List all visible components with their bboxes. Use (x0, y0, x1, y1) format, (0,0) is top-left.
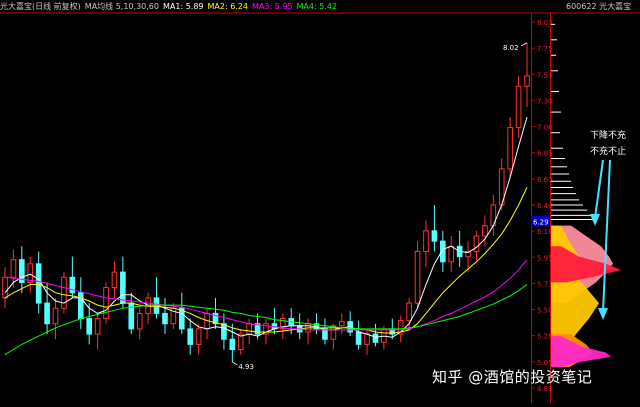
candle-body (465, 250, 471, 258)
candle-body (187, 328, 194, 345)
candle-body (473, 235, 480, 252)
candle-body (524, 75, 530, 87)
price-tick-label: 5.73 (537, 280, 553, 288)
annotation-arrowhead-2 (598, 308, 608, 320)
candle-body (355, 331, 362, 345)
candle-body (439, 240, 446, 263)
ma3-value: MA3: 5.95 (252, 2, 293, 11)
high-pointer (520, 42, 528, 47)
candle-body (221, 323, 227, 340)
stock-title: 光大嘉宝(日线 前复权) (0, 2, 81, 11)
candle-body (330, 325, 337, 340)
annotation-arrow-2 (602, 159, 611, 313)
low-price-label: 4.93 (238, 363, 254, 371)
right-panel-title: 600622 光大嘉宝 (566, 2, 632, 11)
annotation-arrowhead-1 (590, 214, 600, 226)
candle-body (397, 320, 404, 335)
ma-line-ma4 (4, 284, 528, 356)
candle-body (44, 302, 50, 325)
candle-body (338, 321, 345, 327)
candle-body (237, 333, 244, 351)
ma2-value: MA2: 6.24 (207, 2, 249, 11)
price-tick-label: 6.63 (537, 176, 553, 184)
candle-body (120, 271, 126, 304)
ma1-value: MA1: 5.89 (162, 2, 204, 11)
candle-body (254, 323, 261, 335)
price-tick-label: 7.75 (537, 45, 553, 53)
candle-body (94, 318, 101, 335)
candle-body (178, 307, 185, 330)
price-tick-label: 8.03 (537, 19, 553, 27)
price-tick-label: 7.08 (537, 124, 553, 132)
price-tick-label: 7.53 (537, 71, 553, 79)
candle-body (52, 307, 59, 325)
candle-body (19, 259, 25, 283)
candle-body (162, 312, 168, 325)
candle-body (27, 263, 34, 283)
candle-body (103, 287, 109, 320)
candle-body (69, 276, 76, 294)
ma-label: MA均线 5,10,30,60 (84, 2, 159, 11)
candle-body (364, 333, 370, 345)
candle-body (195, 328, 202, 345)
candle-body (77, 292, 84, 320)
chart-header: 光大嘉宝(日线 前复权) MA均线 5,10,30,60 MA1: 5.89 MA2:… (0, 0, 341, 13)
high-price-label: 8.02 (503, 44, 519, 52)
candle-body (448, 245, 455, 263)
annotation-line-1: 下降不充 (590, 129, 626, 141)
low-pointer (232, 361, 238, 366)
price-tick-label: 4.83 (537, 385, 553, 393)
candle-body (431, 230, 438, 242)
candle-body (263, 323, 269, 335)
candle-body (2, 276, 8, 299)
price-tick-label: 6.40 (537, 202, 553, 210)
price-tick-label: 7.30 (537, 97, 553, 105)
annotation-line-2: 不充不止 (590, 145, 626, 157)
candle-body (212, 312, 219, 325)
candle-body (280, 318, 286, 330)
ma4-value: MA4: 5.42 (296, 2, 338, 11)
watermark: 知乎 @酒馆的投资笔记 (432, 368, 593, 386)
current-price-label: 6.29 (533, 219, 549, 227)
price-tick-label: 5.95 (537, 254, 553, 262)
candle-body (515, 85, 522, 129)
candle-body (111, 271, 118, 289)
candle-body (423, 230, 429, 252)
candle-body (246, 323, 252, 335)
candle-body (35, 263, 42, 304)
price-tick-label: 5.50 (537, 307, 553, 315)
chip-layer-magenta (551, 336, 611, 368)
candle-body (10, 259, 17, 278)
candle-body (136, 312, 143, 330)
price-tick-label: 6.18 (537, 228, 553, 236)
candle-body (322, 328, 328, 340)
ma-line-ma3 (4, 259, 528, 331)
current-price-box (531, 215, 550, 227)
price-tick-label: 6.85 (537, 150, 553, 158)
candle-body (86, 318, 93, 335)
candle-body (414, 250, 421, 304)
candle-body (372, 333, 379, 343)
candle-body (507, 127, 513, 170)
candle-body (61, 276, 67, 309)
candle-body (406, 302, 412, 322)
price-tick-label: 5.28 (537, 333, 553, 341)
chip-layer-red (551, 246, 621, 283)
price-tick-label: 5.05 (537, 359, 553, 367)
candle-body (229, 338, 236, 351)
ma-line-ma2 (4, 187, 528, 334)
annotation-arrow-1 (594, 159, 604, 219)
candle-body (482, 225, 488, 237)
